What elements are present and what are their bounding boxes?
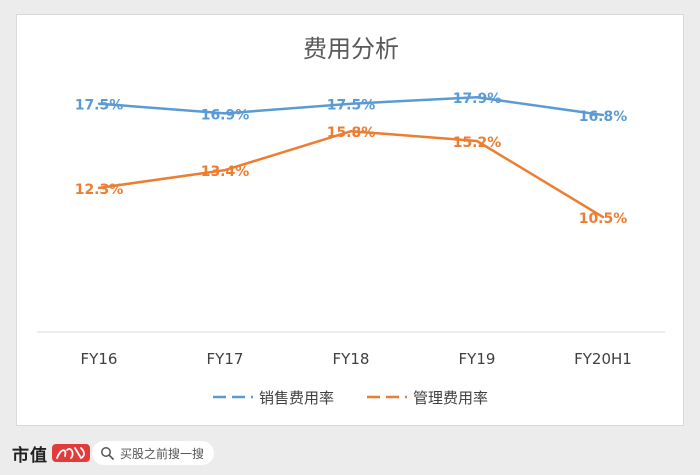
search-box[interactable]: 买股之前搜一搜 <box>92 441 214 465</box>
search-placeholder: 买股之前搜一搜 <box>120 446 205 461</box>
data-label: 15.8% <box>327 125 376 141</box>
brand-logo-icon <box>52 444 90 462</box>
data-label: 15.2% <box>453 135 502 151</box>
data-label: 17.5% <box>75 98 124 114</box>
series-line-2 <box>97 129 605 219</box>
search-icon <box>101 447 114 460</box>
data-label: 16.9% <box>201 107 250 123</box>
plot-area: 17.5% 16.9% 17.5% 17.9% 16.8% 12.3% 13.4% 15.8%… <box>75 91 628 227</box>
data-label: 16.8% <box>579 109 628 125</box>
x-axis-ticks: FY16 FY17 FY18 FY19 FY20H1 <box>81 350 632 368</box>
chart-card: 费用分析 17.5% 16.9% 17.5% 17.9% 16.8% 12.3% 13.4%… <box>16 14 684 426</box>
legend: 销售费用率 管理费用率 <box>213 389 488 407</box>
x-tick-label: FY18 <box>333 350 370 368</box>
data-label: 10.5% <box>579 211 628 227</box>
legend-label: 管理费用率 <box>413 389 488 407</box>
x-tick-label: FY17 <box>207 350 244 368</box>
brand-name: 市值 <box>12 445 48 466</box>
data-label: 12.3% <box>75 182 124 198</box>
data-label: 17.9% <box>453 91 502 107</box>
chart-title: 费用分析 <box>303 35 399 63</box>
x-tick-label: FY19 <box>459 350 496 368</box>
legend-label: 销售费用率 <box>259 389 334 407</box>
data-label: 17.5% <box>327 98 376 114</box>
data-label: 13.4% <box>201 164 250 180</box>
brand[interactable]: 市值 <box>12 442 91 466</box>
series-line-1 <box>97 95 605 117</box>
line-chart: 费用分析 17.5% 16.9% 17.5% 17.9% 16.8% 12.3% 13.4%… <box>37 35 665 407</box>
x-tick-label: FY20H1 <box>574 350 632 368</box>
x-tick-label: FY16 <box>81 350 118 368</box>
footer-bar: 市值 买股之前搜一搜 <box>0 434 700 475</box>
